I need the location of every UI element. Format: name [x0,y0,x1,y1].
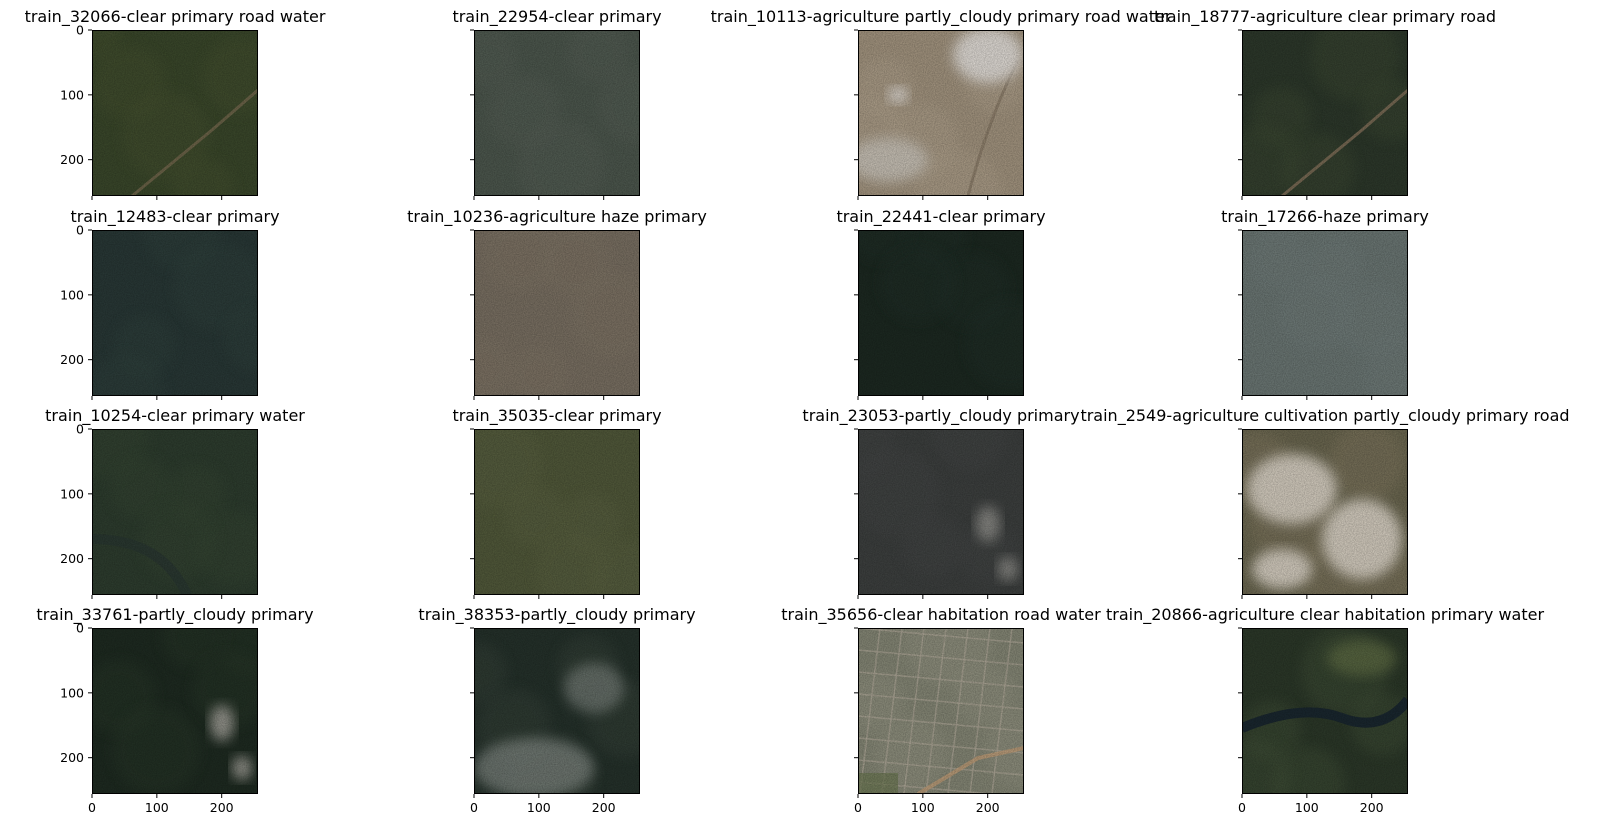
satellite-thumbnail [858,429,1024,595]
panel-title: train_10236-agriculture haze primary [407,207,707,227]
axes-frame [858,628,1024,794]
x-tick-label: 100 [1295,800,1319,815]
x-tick-label: 100 [145,800,169,815]
satellite-thumbnail [858,30,1024,196]
axes-frame [858,429,1024,595]
y-tick-label: 200 [60,352,84,367]
satellite-thumbnail [474,429,640,595]
y-tick-label: 0 [76,223,84,238]
satellite-thumbnail [92,230,258,396]
satellite-thumbnail [858,230,1024,396]
axes-frame [1242,230,1408,396]
panel-title: train_32066-clear primary road water [25,7,326,27]
y-tick-label: 0 [76,23,84,38]
panel-title: train_18777-agriculture clear primary ro… [1154,7,1496,27]
satellite-thumbnail [1242,230,1408,396]
y-tick-label: 100 [60,287,84,302]
satellite-thumbnail [1242,30,1408,196]
panel-title: train_10113-agriculture partly_cloudy pr… [711,7,1172,27]
panel-title: train_33761-partly_cloudy primary [36,605,313,625]
satellite-thumbnail [92,628,258,794]
panel-title: train_22441-clear primary [836,207,1045,227]
satellite-thumbnail [1242,628,1408,794]
x-tick-label: 0 [854,800,862,815]
y-tick-label: 100 [60,486,84,501]
panel-title: train_35656-clear habitation road water [781,605,1101,625]
image-panel: train_23053-partly_cloudy primary [802,406,1080,599]
x-tick-label: 200 [976,800,1000,815]
panel-title: train_22954-clear primary [452,7,661,27]
y-tick-label: 0 [76,621,84,636]
panel-title: train_23053-partly_cloudy primary [802,406,1079,426]
x-tick-label: 0 [88,800,96,815]
x-tick-label: 200 [1360,800,1384,815]
image-panel: train_2549-agriculture cultivation partl… [1080,406,1570,599]
y-tick-label: 200 [60,551,84,566]
panel-title: train_12483-clear primary [70,207,279,227]
image-panel: train_33761-partly_cloudy primary0100200… [36,605,313,815]
satellite-thumbnail [474,628,640,794]
image-panel: train_35656-clear habitation road water 0… [781,605,1101,815]
x-tick-label: 0 [470,800,478,815]
axes-frame [92,429,258,595]
axes-frame [1242,429,1408,595]
satellite-thumbnail [92,30,258,196]
panel-title: train_17266-haze primary [1221,207,1429,227]
axes-frame [858,230,1024,396]
y-tick-label: 0 [76,422,84,437]
y-tick-label: 200 [60,152,84,167]
axes-frame [1242,628,1408,794]
image-panel: train_10113-agriculture partly_cloudy pr… [711,7,1172,200]
image-panel: train_10236-agriculture haze primary [407,207,707,400]
image-panel: train_20866-agriculture clear habitation… [1106,605,1544,815]
satellite-thumbnail [858,628,1024,794]
x-tick-label: 200 [592,800,616,815]
x-tick-label: 200 [210,800,234,815]
image-panel: train_18777-agriculture clear primary ro… [1154,7,1496,200]
satellite-thumbnail [1242,429,1408,595]
y-tick-label: 100 [60,87,84,102]
x-tick-label: 0 [1238,800,1246,815]
axes-frame [474,230,640,396]
axes-frame [858,30,1024,196]
x-tick-label: 100 [911,800,935,815]
axes-frame [474,429,640,595]
axes-frame [92,30,258,196]
axes-frame [474,30,640,196]
axes-frame [1242,30,1408,196]
satellite-thumbnail [92,429,258,595]
image-panel: train_22441-clear primary [836,207,1046,400]
image-panel: train_17266-haze primary [1221,207,1429,400]
y-tick-label: 100 [60,685,84,700]
panel-title: train_2549-agriculture cultivation partl… [1080,406,1569,426]
axes-frame [92,628,258,794]
axes-frame [92,230,258,396]
panel-title: train_10254-clear primary water [45,406,305,426]
satellite-thumbnail [474,230,640,396]
satellite-thumbnail [474,30,640,196]
image-panel: train_22954-clear primary [452,7,662,200]
image-panel: train_35035-clear primary [452,406,662,599]
x-tick-label: 100 [527,800,551,815]
panel-title: train_35035-clear primary [452,406,661,426]
panel-title: train_38353-partly_cloudy primary [418,605,695,625]
image-panel: train_38353-partly_cloudy primary 0 100 200 [418,605,695,815]
panel-title: train_20866-agriculture clear habitation… [1106,605,1544,625]
y-tick-label: 200 [60,750,84,765]
axes-frame [474,628,640,794]
